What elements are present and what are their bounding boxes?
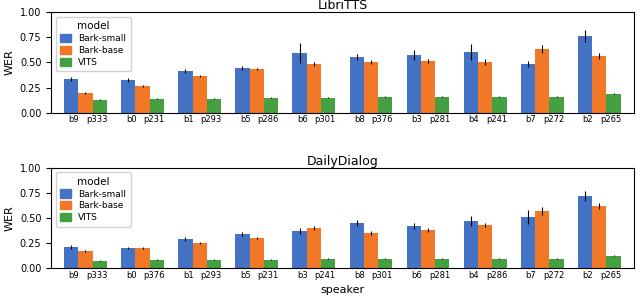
Legend: Bark-small, Bark-base, VITS: Bark-small, Bark-base, VITS [56, 17, 131, 71]
X-axis label: speaker: speaker [321, 285, 364, 295]
Bar [535, 49, 549, 112]
Bar [236, 234, 250, 268]
Bar [207, 99, 221, 112]
Y-axis label: WER: WER [4, 205, 14, 231]
Bar [364, 63, 378, 112]
Bar [435, 259, 449, 268]
Bar [521, 64, 535, 112]
Bar [121, 248, 136, 268]
Bar [578, 196, 592, 268]
Bar [535, 211, 549, 268]
Bar [492, 96, 506, 112]
Bar [349, 223, 364, 268]
Bar [349, 57, 364, 112]
Bar [136, 86, 150, 112]
Bar [207, 260, 221, 268]
Bar [136, 248, 150, 268]
Bar [521, 217, 535, 268]
Bar [78, 251, 93, 268]
Bar [321, 98, 335, 112]
Bar [307, 228, 321, 268]
Bar [179, 71, 193, 112]
Title: LibriTTS: LibriTTS [317, 0, 367, 12]
Bar [179, 239, 193, 268]
Bar [464, 52, 478, 112]
Bar [150, 99, 164, 112]
Bar [250, 238, 264, 268]
Bar [78, 92, 93, 112]
Bar [607, 256, 621, 268]
Bar [264, 98, 278, 112]
Bar [321, 259, 335, 268]
Bar [406, 226, 421, 268]
Bar [193, 243, 207, 268]
Legend: Bark-small, Bark-base, VITS: Bark-small, Bark-base, VITS [56, 172, 131, 227]
Bar [478, 63, 492, 112]
Bar [592, 56, 607, 112]
Bar [150, 260, 164, 268]
Bar [406, 55, 421, 112]
Bar [264, 260, 278, 268]
Bar [478, 225, 492, 268]
Bar [93, 261, 107, 268]
Bar [378, 96, 392, 112]
Bar [421, 230, 435, 268]
Bar [307, 64, 321, 112]
Y-axis label: WER: WER [4, 50, 14, 75]
Bar [464, 221, 478, 268]
Bar [549, 96, 564, 112]
Bar [578, 36, 592, 112]
Bar [236, 68, 250, 112]
Bar [421, 61, 435, 112]
Bar [492, 259, 506, 268]
Bar [64, 247, 78, 268]
Title: DailyDialog: DailyDialog [307, 155, 378, 168]
Bar [93, 99, 107, 112]
Bar [378, 259, 392, 268]
Bar [193, 76, 207, 112]
Bar [292, 53, 307, 112]
Bar [64, 79, 78, 112]
Bar [292, 231, 307, 268]
Bar [549, 259, 564, 268]
Bar [607, 94, 621, 112]
Bar [121, 80, 136, 112]
Bar [250, 70, 264, 112]
Bar [364, 233, 378, 268]
Bar [592, 206, 607, 268]
Bar [435, 96, 449, 112]
